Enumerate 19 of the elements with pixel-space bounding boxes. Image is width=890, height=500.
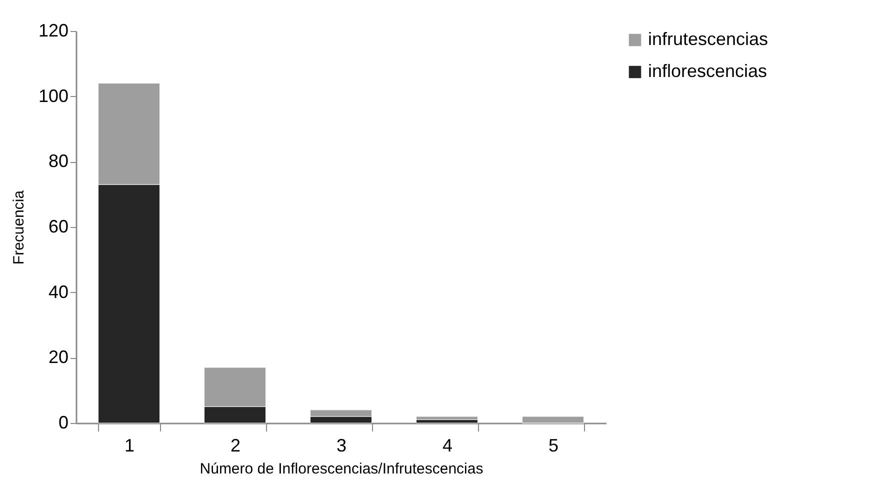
x-tick-label: 5 [548,436,559,456]
y-tick-label: 0 [58,412,68,432]
y-tick-label: 40 [48,282,68,302]
bar [416,416,478,420]
x-tick-label: 4 [442,436,453,456]
bar [416,419,478,424]
y-tick-label: 80 [48,151,68,172]
y-tick-label: 20 [48,347,68,368]
y-tick-label: 60 [48,216,68,236]
legend-label: inflorescencias [648,61,768,81]
y-axis-title: Frecuencia [10,190,28,265]
y-tick-label: 120 [38,20,68,40]
x-tick-label: 1 [124,436,135,456]
bar [522,416,584,424]
x-axis-title: Número de Inflorescencias/Infrutescencias [200,460,484,478]
x-tick-label: 2 [230,436,241,456]
y-tick-label: 100 [38,86,68,106]
legend-label: infrutescencias [648,29,768,49]
x-tick-label: 3 [336,436,347,456]
